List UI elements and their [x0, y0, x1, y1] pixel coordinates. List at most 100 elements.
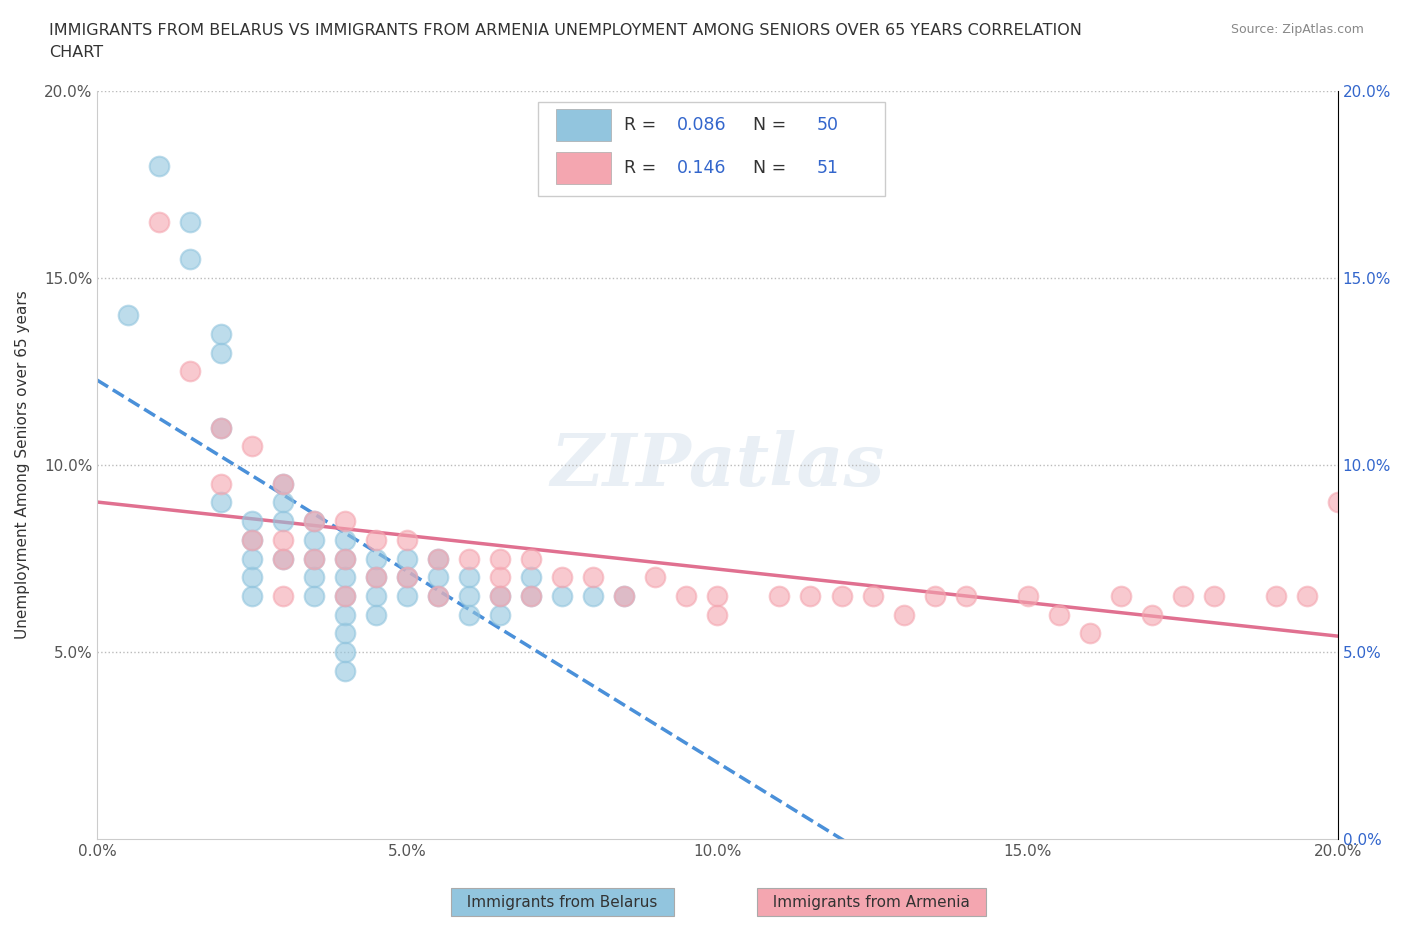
Point — [396, 570, 419, 585]
Point — [396, 589, 419, 604]
Text: N =: N = — [742, 116, 792, 134]
Point — [179, 214, 201, 229]
Point — [644, 570, 666, 585]
Point — [335, 663, 357, 678]
Point — [427, 589, 450, 604]
Point — [955, 589, 977, 604]
Point — [675, 589, 697, 604]
Point — [271, 533, 294, 548]
Point — [1202, 589, 1225, 604]
Point — [1047, 607, 1070, 622]
Point — [489, 607, 512, 622]
Point — [396, 551, 419, 566]
Point — [240, 439, 263, 454]
Point — [489, 589, 512, 604]
Point — [893, 607, 915, 622]
Point — [458, 570, 481, 585]
Point — [427, 551, 450, 566]
Point — [271, 495, 294, 510]
Point — [148, 214, 170, 229]
Point — [209, 420, 232, 435]
Point — [335, 626, 357, 641]
Point — [520, 589, 543, 604]
FancyBboxPatch shape — [537, 102, 884, 195]
Point — [1264, 589, 1286, 604]
Point — [520, 589, 543, 604]
Point — [271, 513, 294, 528]
Point — [924, 589, 946, 604]
Text: IMMIGRANTS FROM BELARUS VS IMMIGRANTS FROM ARMENIA UNEMPLOYMENT AMONG SENIORS OV: IMMIGRANTS FROM BELARUS VS IMMIGRANTS FR… — [49, 23, 1083, 38]
Point — [366, 533, 388, 548]
Point — [302, 533, 325, 548]
Point — [458, 589, 481, 604]
Point — [209, 420, 232, 435]
Point — [209, 495, 232, 510]
FancyBboxPatch shape — [557, 153, 610, 184]
Point — [551, 589, 574, 604]
Point — [489, 551, 512, 566]
Text: R =: R = — [624, 159, 662, 177]
Point — [335, 551, 357, 566]
Point — [396, 533, 419, 548]
Point — [271, 476, 294, 491]
Point — [1295, 589, 1317, 604]
Text: 51: 51 — [817, 159, 839, 177]
FancyBboxPatch shape — [557, 110, 610, 140]
Point — [271, 551, 294, 566]
Point — [366, 570, 388, 585]
Point — [240, 589, 263, 604]
Point — [240, 513, 263, 528]
Point — [768, 589, 790, 604]
Point — [582, 570, 605, 585]
Point — [613, 589, 636, 604]
Point — [271, 589, 294, 604]
Text: Immigrants from Belarus: Immigrants from Belarus — [457, 895, 668, 910]
Point — [427, 551, 450, 566]
Point — [335, 533, 357, 548]
Point — [706, 589, 728, 604]
Point — [335, 551, 357, 566]
Point — [209, 345, 232, 360]
Point — [1171, 589, 1194, 604]
Point — [240, 551, 263, 566]
Point — [335, 513, 357, 528]
Point — [302, 589, 325, 604]
Point — [240, 533, 263, 548]
Point — [1326, 495, 1348, 510]
Point — [366, 607, 388, 622]
Text: R =: R = — [624, 116, 662, 134]
Point — [335, 570, 357, 585]
Point — [302, 513, 325, 528]
Point — [1017, 589, 1039, 604]
Point — [302, 570, 325, 585]
Text: ZIPatlas: ZIPatlas — [550, 430, 884, 500]
Point — [520, 551, 543, 566]
Point — [458, 551, 481, 566]
Point — [458, 607, 481, 622]
Point — [427, 589, 450, 604]
Point — [1078, 626, 1101, 641]
Point — [520, 570, 543, 585]
Point — [706, 607, 728, 622]
Text: 0.146: 0.146 — [676, 159, 725, 177]
Point — [240, 533, 263, 548]
Point — [302, 513, 325, 528]
Text: Immigrants from Armenia: Immigrants from Armenia — [763, 895, 980, 910]
Point — [799, 589, 821, 604]
Point — [366, 589, 388, 604]
Point — [427, 570, 450, 585]
Point — [489, 589, 512, 604]
Point — [209, 476, 232, 491]
Y-axis label: Unemployment Among Seniors over 65 years: Unemployment Among Seniors over 65 years — [15, 291, 30, 640]
Point — [271, 551, 294, 566]
Point — [489, 570, 512, 585]
Text: 50: 50 — [817, 116, 839, 134]
Point — [302, 551, 325, 566]
Point — [148, 158, 170, 173]
Text: Source: ZipAtlas.com: Source: ZipAtlas.com — [1230, 23, 1364, 36]
Point — [302, 551, 325, 566]
Point — [1109, 589, 1132, 604]
Point — [366, 570, 388, 585]
Point — [271, 476, 294, 491]
Point — [582, 589, 605, 604]
